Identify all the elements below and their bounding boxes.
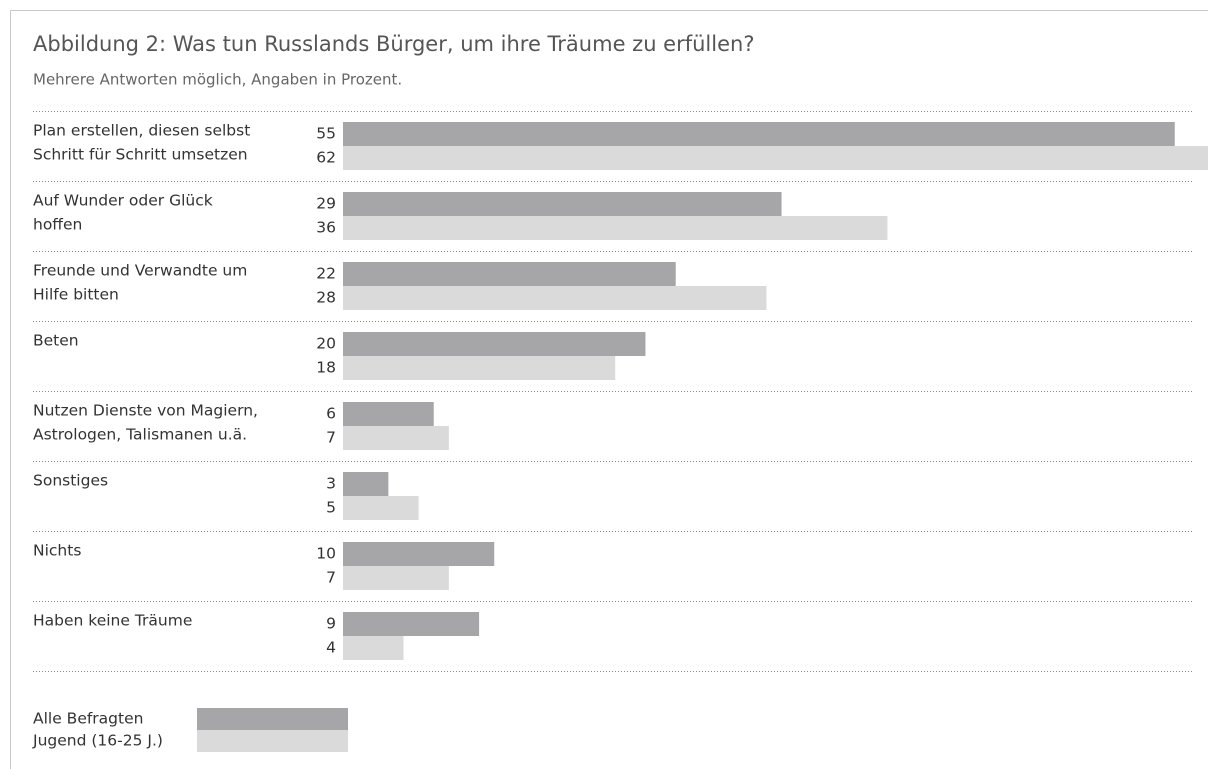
bar — [343, 496, 419, 520]
value-label: 5 — [326, 499, 336, 517]
category-label: Nutzen Dienste von Magiern, — [33, 402, 258, 420]
value-label: 20 — [316, 335, 336, 353]
category-label: Plan erstellen, diesen selbst — [33, 122, 250, 140]
bar — [343, 332, 646, 356]
category-label: Haben keine Träume — [33, 612, 192, 630]
bar — [343, 286, 767, 310]
bar — [343, 566, 449, 590]
bar — [343, 426, 449, 450]
value-label: 6 — [326, 405, 336, 423]
chart-title: Abbildung 2: Was tun Russlands Bürger, u… — [33, 32, 754, 56]
value-label: 55 — [316, 125, 336, 143]
value-label: 29 — [316, 195, 336, 213]
value-label: 3 — [326, 475, 336, 493]
value-label: 22 — [316, 265, 336, 283]
legend-swatch — [197, 708, 348, 730]
category-label: Sonstiges — [33, 472, 108, 490]
category-label: Freunde und Verwandte um — [33, 262, 247, 280]
chart-subtitle: Mehrere Antworten möglich, Angaben in Pr… — [33, 71, 402, 89]
value-label: 62 — [316, 149, 336, 167]
value-label: 4 — [326, 639, 336, 657]
value-label: 10 — [316, 545, 336, 563]
value-label: 9 — [326, 615, 336, 633]
bar — [343, 636, 404, 660]
bar — [343, 542, 495, 566]
value-label: 28 — [316, 289, 336, 307]
bar — [343, 216, 888, 240]
category-label: hoffen — [33, 216, 82, 234]
category-label: Beten — [33, 332, 79, 350]
bar — [343, 262, 676, 286]
bar — [343, 402, 434, 426]
bar — [343, 356, 616, 380]
bar — [343, 122, 1175, 146]
legend-label: Alle Befragten — [33, 710, 143, 728]
bar — [343, 192, 782, 216]
category-label: Schritt für Schritt umsetzen — [33, 146, 248, 164]
category-label: Astrologen, Talismanen u.ä. — [33, 426, 247, 444]
bar — [343, 472, 389, 496]
value-label: 7 — [326, 429, 336, 447]
bar — [343, 612, 480, 636]
category-label: Nichts — [33, 542, 81, 560]
bar — [343, 146, 1208, 170]
value-label: 36 — [316, 219, 336, 237]
category-label: Auf Wunder oder Glück — [33, 192, 213, 210]
legend-label: Jugend (16-25 J.) — [32, 732, 163, 750]
value-label: 18 — [316, 359, 336, 377]
value-label: 7 — [326, 569, 336, 587]
legend-swatch — [197, 730, 348, 752]
category-label: Hilfe bitten — [33, 286, 119, 304]
